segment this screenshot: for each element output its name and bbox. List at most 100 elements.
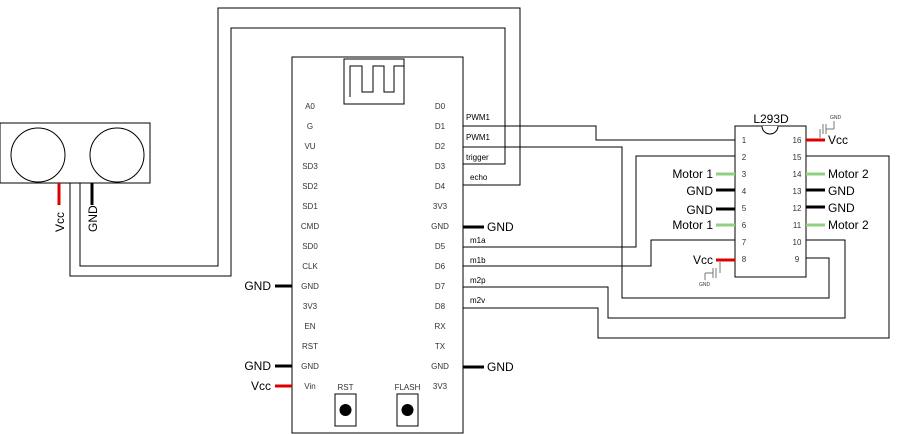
- mcu-left-pin-label: G: [307, 122, 313, 131]
- mcu-right-pin-label: D7: [435, 282, 446, 291]
- signal-d4-label: echo: [470, 173, 488, 182]
- mcu-right-pin-label: 3V3: [433, 382, 448, 391]
- driver-right-pin-number: 10: [793, 238, 802, 247]
- mcu-left-pin-label: SD3: [302, 162, 318, 171]
- driver-p11-label: Motor 2: [828, 218, 869, 232]
- signal-d1-label: PWM1: [466, 113, 491, 122]
- gnd-label-lower: GND: [244, 359, 271, 373]
- mcu-left-pin-labels: A0 G VU SD3 SD2 SD1 CMD SD0 CLK GND 3V3 EN RST GND Vin: [301, 102, 319, 391]
- mcu-left-pin-label: SD0: [302, 242, 318, 251]
- mcu-left-pin-label: GND: [301, 282, 319, 291]
- wire-m1b: [463, 239, 735, 267]
- capacitor-bottom: GND: [699, 262, 721, 288]
- driver-p3-label: Motor 1: [672, 167, 713, 181]
- driver-right-pin-number: 13: [793, 187, 802, 196]
- wiring: [69, 7, 890, 339]
- mcu-left-pin-label: VU: [304, 142, 315, 151]
- gnd-label-clk: GND: [244, 279, 271, 293]
- mcu-left-connections: GND GND Vcc: [244, 279, 292, 393]
- signal-labels: PWM1 PWM1 trigger echo m1a m1b m2p m2v: [466, 113, 491, 305]
- sensor-vcc-label: Vcc: [53, 212, 67, 232]
- driver-left-pin-number: 8: [742, 255, 747, 264]
- sensor-transducer-left: [10, 127, 66, 183]
- signal-d7-label: m2p: [470, 276, 486, 285]
- wire-trigger: [69, 27, 506, 277]
- nodemcu-board: RST FLASH A0 G VU SD3 SD2 SD1 CMD SD0 CLK GND 3V3 E…: [291, 56, 464, 434]
- mcu-right-pin-label: RX: [434, 322, 446, 331]
- capacitor-top-gnd: GND: [830, 115, 842, 121]
- gnd-label-right-upper: GND: [487, 220, 514, 234]
- driver-title: L293D: [753, 112, 789, 126]
- gnd-label-right-lower: GND: [487, 360, 514, 374]
- mcu-left-pin-label: RST: [302, 342, 318, 351]
- antenna-trace: [349, 65, 404, 97]
- capacitor-bottom-gnd: GND: [699, 282, 711, 288]
- driver-left-pin-number: 7: [742, 238, 747, 247]
- driver-right-pin-numbers: 16 15 14 13 12 11 10 9: [793, 136, 802, 264]
- driver-right-pin-number: 9: [795, 255, 800, 264]
- driver-p6-label: Motor 1: [672, 218, 713, 232]
- driver-left-pin-number: 5: [742, 204, 747, 213]
- signal-d5-label: m1a: [470, 236, 486, 245]
- wire-m1a: [463, 155, 735, 248]
- wire-pwm1-d2: [463, 146, 830, 299]
- chip-notch: [761, 125, 779, 135]
- driver-left-pin-number: 3: [742, 170, 747, 179]
- mcu-right-connections: GND GND: [463, 220, 514, 374]
- mcu-right-pin-label: D0: [435, 102, 446, 111]
- rst-button-dot: [339, 404, 352, 416]
- mcu-right-pin-label: D5: [435, 242, 446, 251]
- mcu-right-pin-label: D1: [435, 122, 446, 131]
- mcu-right-pin-label: D4: [435, 182, 446, 191]
- mcu-right-pin-label: GND: [431, 222, 449, 231]
- signal-d8-label: m2v: [470, 296, 485, 305]
- mcu-left-pin-label: SD2: [302, 182, 318, 191]
- driver-right-pin-number: 16: [793, 136, 802, 145]
- mcu-right-pin-label: D2: [435, 142, 446, 151]
- vcc-label-vin: Vcc: [251, 379, 271, 393]
- driver-right-pin-number: 14: [793, 170, 802, 179]
- mcu-left-pin-label: A0: [305, 102, 315, 111]
- driver-right-pin-number: 12: [793, 204, 802, 213]
- mcu-left-pin-label: CLK: [302, 262, 318, 271]
- driver-p5-label: GND: [686, 203, 713, 217]
- mcu-right-pin-label: D6: [435, 262, 446, 271]
- ultrasonic-sensor: Vcc GND: [0, 122, 151, 232]
- driver-p14-label: Motor 2: [828, 167, 869, 181]
- wire-m2v: [463, 155, 890, 339]
- driver-left-pin-number: 4: [742, 187, 747, 196]
- flash-button-dot: [401, 404, 414, 416]
- signal-d6-label: m1b: [470, 256, 486, 265]
- driver-left-pin-number: 6: [742, 221, 747, 230]
- mcu-left-pin-label: CMD: [301, 222, 319, 231]
- driver-p12-label: GND: [828, 201, 855, 215]
- driver-left-pin-number: 2: [742, 153, 747, 162]
- mcu-left-pin-label: EN: [304, 322, 315, 331]
- mcu-left-pin-label: SD1: [302, 202, 318, 211]
- driver-p4-label: GND: [686, 184, 713, 198]
- driver-p8-label: Vcc: [693, 253, 713, 267]
- mcu-right-pin-label: TX: [435, 342, 446, 351]
- driver-p16-label: Vcc: [828, 133, 848, 147]
- mcu-right-pin-labels: D0 D1 D2 D3 D4 3V3 GND D5 D6 D7 D8 RX TX GND 3V3: [431, 102, 449, 391]
- wire-m2p: [463, 239, 846, 319]
- mcu-left-pin-label: Vin: [304, 382, 315, 391]
- driver-right-pin-number: 15: [793, 153, 802, 162]
- sensor-gnd-label: GND: [86, 205, 100, 232]
- capacitor-top: GND: [819, 115, 842, 138]
- driver-left-pin-numbers: 1 2 3 4 5 6 7 8: [742, 136, 747, 264]
- wire-pwm1-d1: [463, 125, 735, 141]
- driver-right-pin-number: 11: [793, 221, 802, 230]
- mcu-right-pin-label: D3: [435, 162, 446, 171]
- mcu-right-pin-label: D8: [435, 302, 446, 311]
- rst-button-label: RST: [338, 383, 354, 392]
- signal-d3-label: trigger: [466, 153, 489, 162]
- sensor-transducer-right: [89, 127, 145, 183]
- mcu-right-pin-label: GND: [431, 362, 449, 371]
- driver-left-pin-number: 1: [742, 136, 747, 145]
- driver-p13-label: GND: [828, 184, 855, 198]
- wire-echo: [79, 7, 521, 267]
- signal-d2-label: PWM1: [466, 133, 491, 142]
